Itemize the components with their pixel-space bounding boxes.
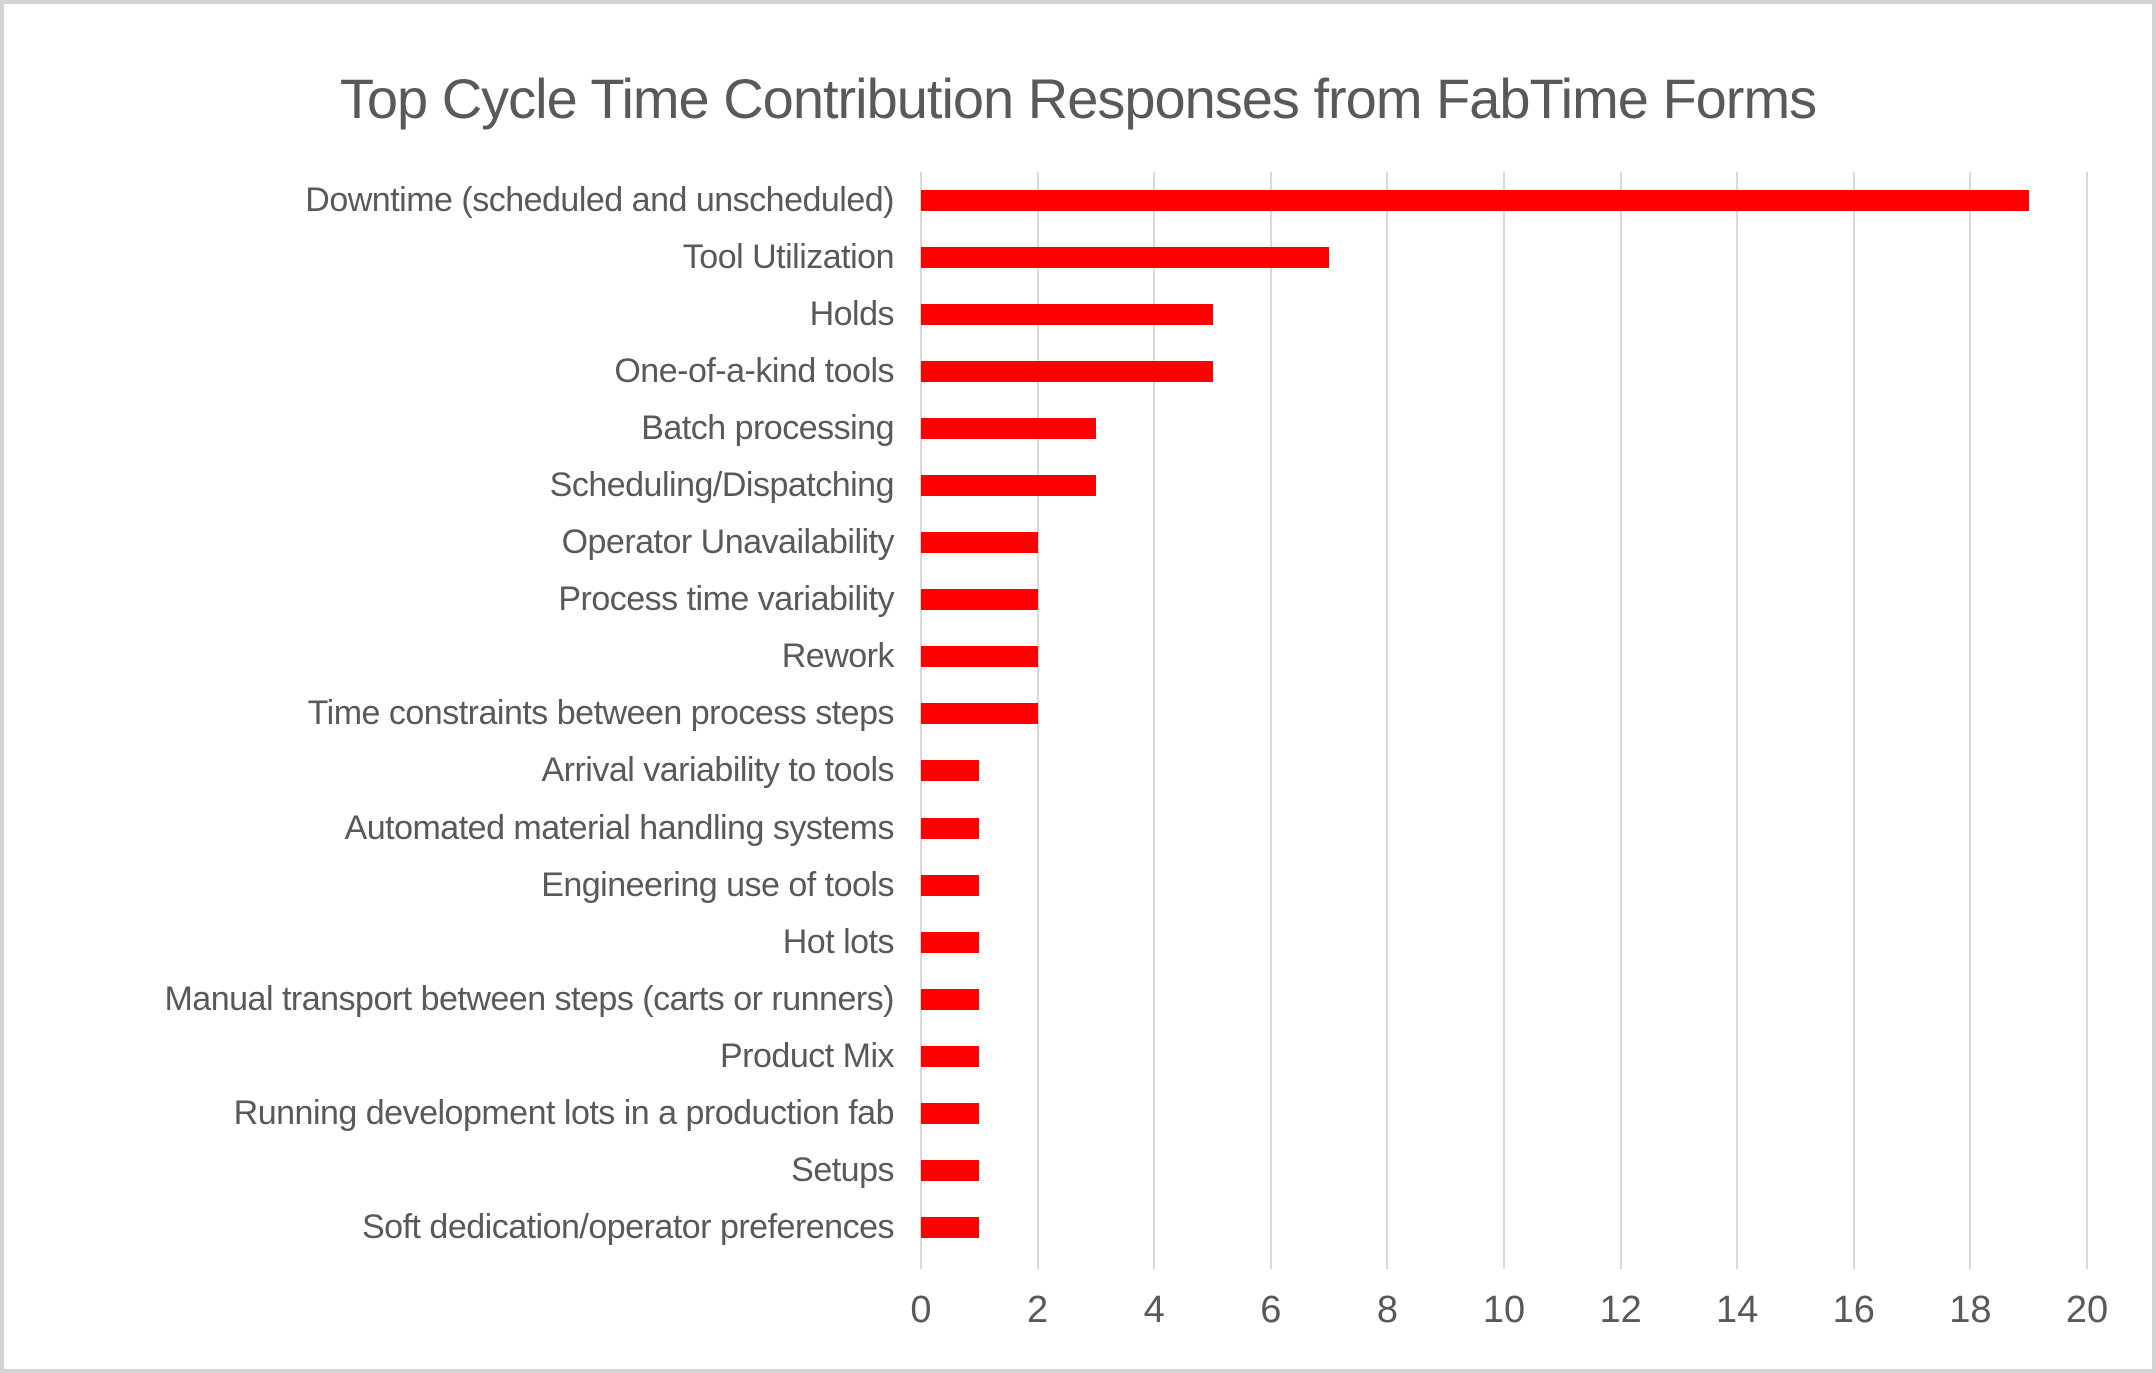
bar-series (921, 172, 2087, 1256)
bar-3 (921, 361, 1213, 383)
bar-9 (921, 703, 1038, 725)
bar-row (921, 343, 2087, 400)
category-label: Automated material handling systems (344, 808, 895, 847)
category-label: Tool Utilization (682, 238, 895, 277)
bar-row (921, 400, 2087, 457)
bar-0 (921, 190, 2029, 212)
bar-row (921, 286, 2087, 343)
bar-14 (921, 988, 980, 1010)
gridline-x-2 (1036, 172, 1039, 1269)
chart-title: Top Cycle Time Contribution Responses fr… (339, 67, 1817, 130)
gridline-x-4 (1153, 172, 1156, 1269)
bar-row (921, 1199, 2087, 1256)
category-label: Process time variability (558, 580, 894, 619)
category-label: Product Mix (720, 1036, 895, 1075)
category-label: Batch processing (641, 409, 894, 448)
bar-18 (921, 1216, 980, 1238)
x-tick-label-0: 0 (910, 1289, 932, 1331)
bar-row (921, 1142, 2087, 1199)
bar-16 (921, 1102, 980, 1124)
x-tick-label-4: 4 (1143, 1289, 1165, 1331)
bar-5 (921, 475, 1096, 497)
bar-row (921, 457, 2087, 514)
bar-13 (921, 931, 980, 953)
x-tick-label-14: 14 (1716, 1289, 1759, 1331)
category-label: Downtime (scheduled and unscheduled) (305, 181, 894, 220)
gridline-x-12 (1619, 172, 1622, 1269)
category-label: Engineering use of tools (541, 865, 894, 904)
y-axis-category-labels: Downtime (scheduled and unscheduled) Tool… (24, 172, 894, 1256)
bar-12 (921, 874, 980, 896)
bar-row (921, 971, 2087, 1028)
category-label: Time constraints between process steps (307, 694, 895, 733)
bar-4 (921, 418, 1096, 440)
bar-1 (921, 247, 1330, 269)
category-label: Hot lots (782, 922, 895, 961)
x-tick-label-18: 18 (1949, 1289, 1992, 1331)
bar-row (921, 685, 2087, 742)
gridline-x-8 (1386, 172, 1389, 1269)
bar-7 (921, 589, 1038, 611)
x-tick-label-12: 12 (1599, 1289, 1642, 1331)
plot-area (920, 172, 2088, 1269)
category-label: Setups (791, 1150, 894, 1189)
x-axis-tick-labels: 0 2 4 6 8 10 12 14 16 18 20 (910, 1289, 2108, 1345)
x-tick-label-2: 2 (1027, 1289, 1049, 1331)
bar-6 (921, 532, 1038, 554)
bar-17 (921, 1159, 980, 1181)
bar-row (921, 1085, 2087, 1142)
bar-row (921, 571, 2087, 628)
category-label: Holds (809, 295, 895, 334)
category-label: Scheduling/Dispatching (549, 466, 895, 505)
bar-2 (921, 304, 1213, 326)
category-label: Arrival variability to tools (541, 751, 894, 790)
category-label: Soft dedication/operator preferences (361, 1207, 895, 1246)
bar-10 (921, 760, 980, 782)
bar-row (921, 229, 2087, 286)
x-tick-label-10: 10 (1482, 1289, 1526, 1331)
bar-11 (921, 817, 980, 839)
bar-row (921, 1028, 2087, 1085)
category-label: Rework (781, 637, 895, 676)
bar-15 (921, 1045, 980, 1067)
x-tick-label-8: 8 (1376, 1289, 1398, 1331)
bar-row (921, 742, 2087, 799)
x-tick-label-20: 20 (2065, 1289, 2109, 1331)
x-tick-label-16: 16 (1832, 1289, 1875, 1331)
gridline-x-16 (1852, 172, 1855, 1269)
gridline-x-14 (1736, 172, 1739, 1269)
category-label: Operator Unavailability (561, 523, 895, 562)
gridline-x-6 (1269, 172, 1272, 1269)
gridline-x-18 (1969, 172, 1972, 1269)
bar-row (921, 800, 2087, 857)
bar-row (921, 514, 2087, 571)
bar-row (921, 914, 2087, 971)
bar-row (921, 857, 2087, 914)
bar-8 (921, 646, 1038, 668)
gridline-x-10 (1503, 172, 1505, 1269)
bar-row (921, 628, 2087, 685)
bar-row (921, 172, 2087, 229)
category-label: One-of-a-kind tools (614, 352, 894, 391)
category-label: Running development lots in a production… (233, 1093, 895, 1132)
gridline-x-20 (2086, 172, 2088, 1269)
x-tick-label-6: 6 (1260, 1289, 1282, 1331)
category-label: Manual transport between steps (carts or… (164, 979, 894, 1018)
